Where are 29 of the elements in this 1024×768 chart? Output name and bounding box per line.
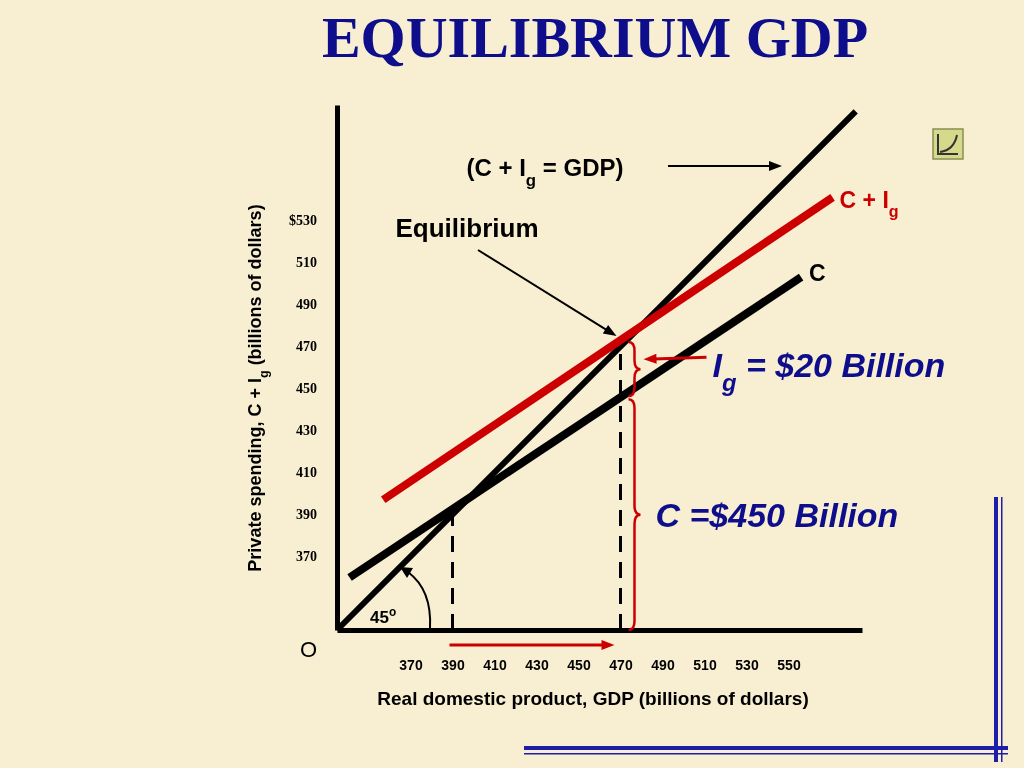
x-tick-label: 450	[567, 656, 591, 673]
series-label: C	[809, 260, 826, 287]
y-tick-label: 470	[296, 339, 317, 355]
x-tick-label: 490	[651, 656, 675, 673]
x-tick-label: 430	[525, 656, 549, 673]
annotation: C =$450 Billion	[655, 495, 899, 534]
annotation: 45$^{o}$	[370, 605, 397, 627]
text: O	[300, 637, 318, 662]
x-axis-title: Real domestic product, GDP (billions of dollars)	[377, 688, 809, 709]
x-tick-label: 550	[777, 656, 801, 673]
y-tick-label: 510	[296, 255, 317, 271]
y-tick-label: 490	[296, 297, 317, 313]
y-tick-label: 390	[296, 507, 317, 523]
y-tick-label: 450	[296, 381, 317, 397]
y-tick-label: $530	[289, 213, 317, 229]
x-tick-label: 390	[441, 656, 465, 673]
x-tick-label: 510	[693, 656, 717, 673]
y-tick-label: 430	[296, 423, 317, 439]
annotation: Equilibrium	[395, 213, 539, 243]
legend-label: (C + I$_{g}$ = GDP)	[466, 154, 624, 190]
x-tick-label: 530	[735, 656, 759, 673]
chart-title: EQUILIBRIUM GDP	[321, 5, 869, 70]
annotation: I$_{g}$ = $20 Billion	[712, 346, 946, 396]
x-tick-label: 370	[399, 656, 423, 673]
x-tick-label: 470	[609, 656, 633, 673]
series-label: C + I$_{g}$	[839, 187, 899, 221]
y-tick-label: 410	[296, 465, 317, 481]
y-tick-label: 370	[296, 549, 317, 565]
x-tick-label: 410	[483, 656, 507, 673]
